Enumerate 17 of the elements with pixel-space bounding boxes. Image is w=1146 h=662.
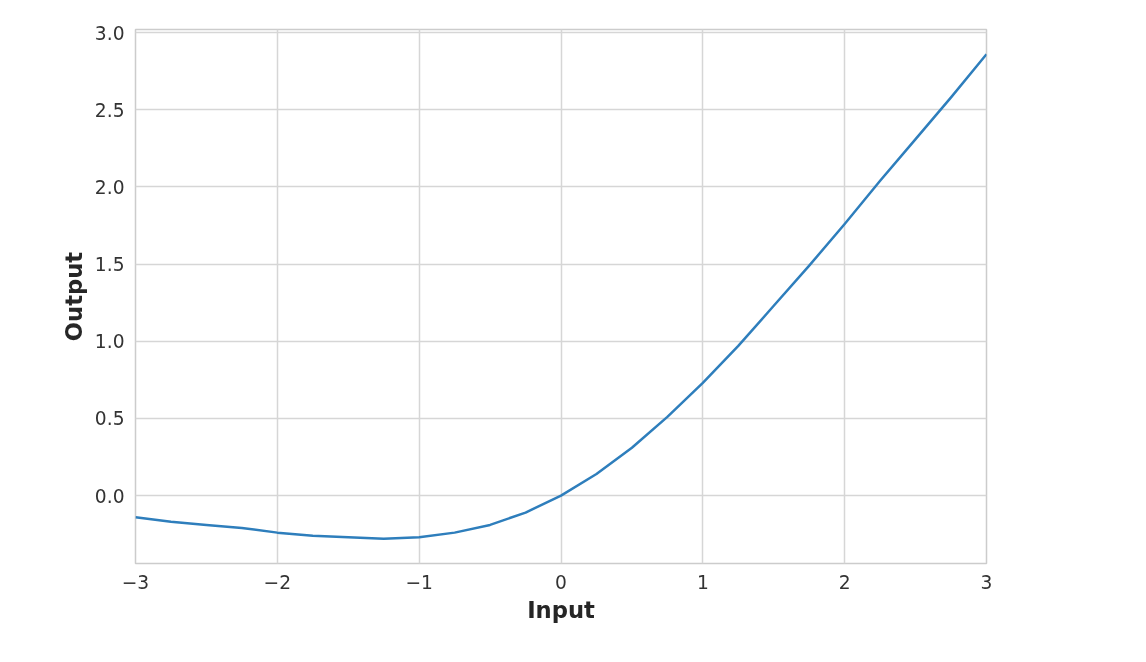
line-series: [135, 52, 987, 541]
y-tick-label: 2.5: [94, 99, 125, 121]
x-tick-label: 1: [696, 571, 709, 593]
y-tick-label: 1.5: [94, 254, 125, 276]
y-tick-label: 0.0: [94, 485, 125, 507]
x-tick-label: 0: [555, 571, 567, 593]
x-tick-label: −1: [405, 571, 433, 593]
y-tick-label: 1.0: [94, 331, 125, 353]
y-tick-label: 3.0: [94, 22, 125, 44]
x-tick-label: 2: [838, 571, 851, 593]
y-tick-label: 0.5: [94, 408, 125, 430]
y-axis-title: Output: [60, 251, 87, 342]
x-tick-label: −3: [121, 571, 150, 593]
x-tick-label: 3: [980, 571, 993, 593]
x-axis-title: Input: [527, 596, 596, 623]
x-tick-label: −2: [263, 571, 292, 593]
y-tick-label: 2.0: [94, 176, 125, 198]
